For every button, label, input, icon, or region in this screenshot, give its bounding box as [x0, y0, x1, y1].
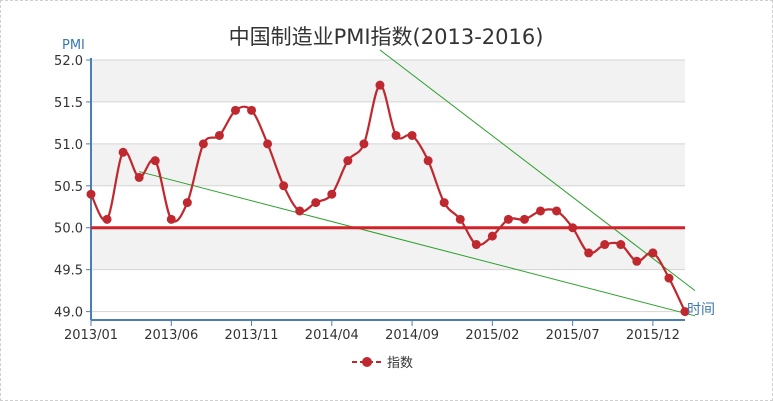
data-point — [327, 189, 337, 199]
data-point — [648, 248, 658, 258]
data-point — [439, 198, 449, 208]
y-tick-label: 51.0 — [54, 138, 83, 153]
x-axis-label: 时间 — [687, 302, 715, 318]
data-point — [568, 223, 578, 233]
data-point — [102, 214, 112, 224]
data-point — [230, 105, 240, 115]
trend-line — [379, 49, 696, 292]
data-point — [375, 80, 385, 90]
data-point — [166, 214, 176, 224]
data-point — [584, 248, 594, 258]
data-point — [182, 198, 192, 208]
data-point — [279, 181, 289, 191]
y-tick-label: 51.5 — [54, 96, 83, 111]
y-tick-label: 50.0 — [54, 222, 83, 237]
chart-title: 中国制造业PMI指数(2013-2016) — [229, 25, 544, 49]
x-tick-label: 2014/04 — [305, 328, 359, 343]
x-tick-label: 2015/02 — [465, 328, 519, 343]
y-tick-label: 49.0 — [54, 306, 83, 321]
data-point — [150, 156, 160, 166]
data-point — [214, 130, 224, 140]
data-point — [632, 256, 642, 266]
data-point — [519, 214, 529, 224]
x-tick-label: 2015/12 — [626, 328, 680, 343]
x-tick-labels: 2013/01 2013/06 2013/11 2014/04 2014/09 2015/… — [64, 328, 680, 343]
data-point — [343, 156, 353, 166]
data-point — [86, 189, 96, 199]
data-point — [600, 240, 610, 250]
data-point — [247, 105, 257, 115]
series-line — [90, 84, 686, 313]
plot-band — [91, 143, 685, 186]
data-point — [455, 214, 465, 224]
y-tick-label: 49.5 — [54, 264, 83, 279]
y-tick-label: 52.0 — [54, 54, 83, 69]
trend-line — [139, 171, 696, 317]
x-tick-label: 2013/06 — [144, 328, 198, 343]
data-point — [311, 198, 321, 208]
data-point — [680, 307, 690, 317]
data-point — [198, 139, 208, 149]
data-point — [118, 147, 128, 157]
data-point — [134, 172, 144, 182]
data-point — [487, 231, 497, 241]
y-tick-labels: 52.0 51.5 51.0 50.5 50.0 49.5 49.0 — [54, 54, 83, 321]
x-tick-label: 2015/07 — [546, 328, 600, 343]
legend-marker-swatch — [362, 357, 372, 367]
plot-band — [91, 60, 685, 102]
legend[interactable]: 指数 — [352, 356, 413, 371]
data-point — [263, 139, 273, 149]
y-axis-label: PMI — [62, 38, 85, 53]
axes — [90, 58, 685, 321]
data-point — [616, 240, 626, 250]
x-tick-label: 2013/11 — [225, 328, 279, 343]
plot-band — [91, 227, 685, 270]
data-point — [471, 240, 481, 250]
data-point — [391, 130, 401, 140]
data-point — [407, 130, 417, 140]
x-tick-label: 2013/01 — [64, 328, 118, 343]
series-group — [86, 80, 690, 317]
x-tick-label: 2014/09 — [385, 328, 439, 343]
data-point — [295, 206, 305, 216]
data-point — [552, 206, 562, 216]
plot-background-bands — [91, 60, 685, 270]
legend-label: 指数 — [387, 356, 413, 371]
data-point — [536, 206, 546, 216]
data-point — [664, 273, 674, 283]
data-point — [359, 139, 369, 149]
y-tick-label: 50.5 — [54, 180, 83, 195]
data-point — [503, 214, 513, 224]
data-point — [423, 156, 433, 166]
trend-lines — [139, 49, 696, 317]
